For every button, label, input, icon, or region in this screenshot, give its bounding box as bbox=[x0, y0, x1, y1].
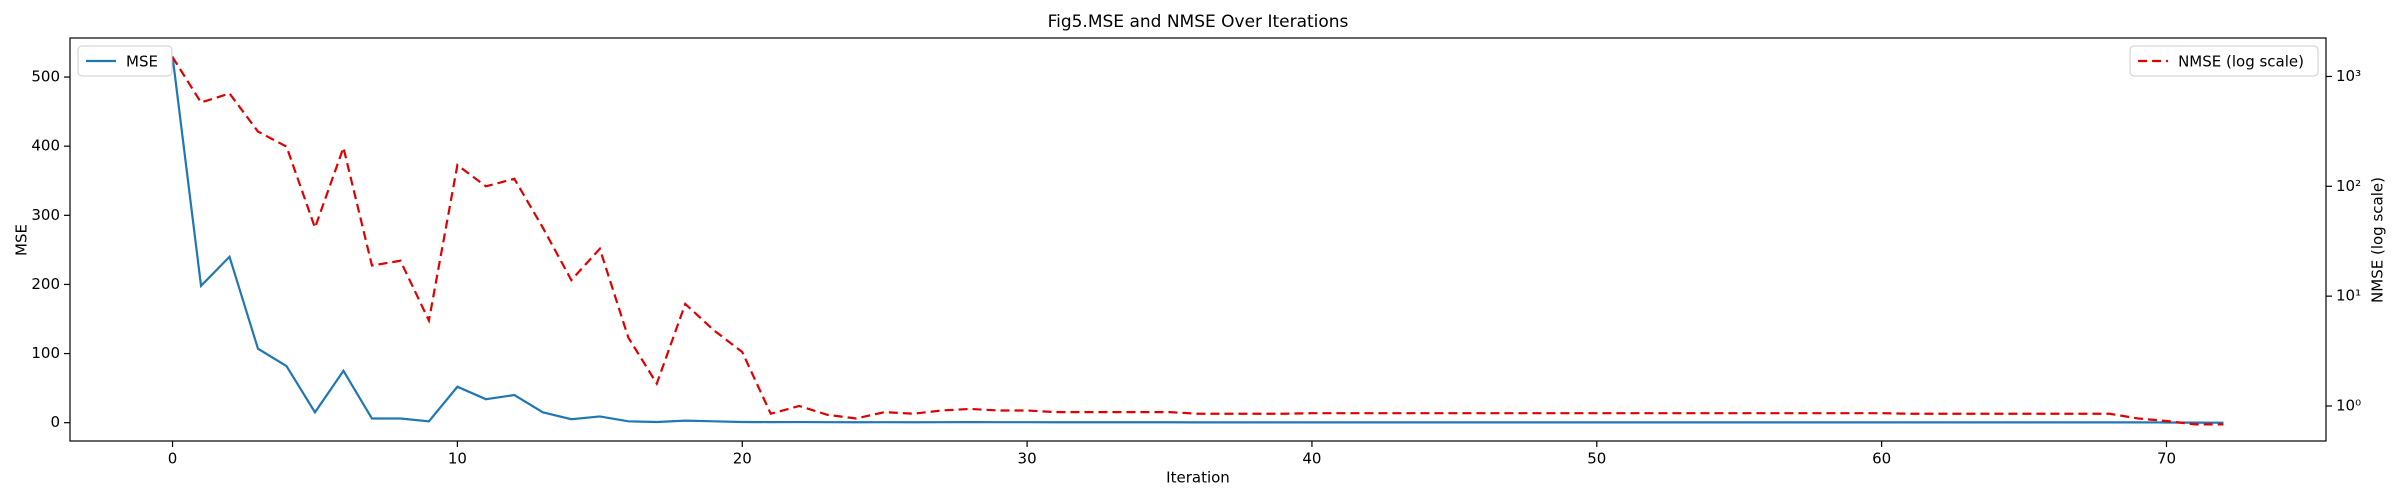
y-tick-label: 500 bbox=[31, 68, 60, 86]
x-tick-label: 50 bbox=[1587, 450, 1606, 468]
legend-box bbox=[77, 45, 173, 77]
y-axis-label: MSE bbox=[13, 224, 31, 256]
legend-label: NMSE (log scale) bbox=[2178, 53, 2304, 71]
y-tick-label: 100 bbox=[31, 344, 60, 362]
chart-title: Fig5.MSE and NMSE Over Iterations bbox=[1048, 12, 1349, 32]
y2-axis-label: NMSE (log scale) bbox=[2369, 177, 2387, 303]
legend: NMSE (log scale) bbox=[2129, 45, 2319, 77]
y2-tick-label: 10³ bbox=[2336, 67, 2361, 85]
x-tick-label: 10 bbox=[448, 450, 467, 468]
x-tick-label: 60 bbox=[1872, 450, 1891, 468]
legend: MSE bbox=[77, 45, 173, 77]
y-tick-label: 300 bbox=[31, 206, 60, 224]
plot-frame bbox=[69, 37, 2327, 442]
x-tick-label: 30 bbox=[1018, 450, 1037, 468]
y-tick-label: 0 bbox=[50, 413, 60, 431]
line-series bbox=[171, 56, 2224, 426]
x-tick-label: 40 bbox=[1302, 450, 1321, 468]
x-tick-label: 0 bbox=[168, 450, 178, 468]
y2-tick-label: 10⁰ bbox=[2336, 396, 2361, 414]
y-tick-label: 200 bbox=[31, 275, 60, 293]
legend-label: MSE bbox=[126, 53, 158, 71]
x-tick-label: 20 bbox=[733, 450, 752, 468]
y2-tick-label: 10¹ bbox=[2336, 287, 2361, 305]
x-tick-label: 70 bbox=[2157, 450, 2176, 468]
line-series bbox=[171, 56, 2224, 424]
y-tick-label: 400 bbox=[31, 137, 60, 155]
legend-box bbox=[2129, 45, 2319, 77]
y2-tick-label: 10² bbox=[2336, 177, 2361, 195]
x-axis-label: Iteration bbox=[1166, 469, 1230, 487]
